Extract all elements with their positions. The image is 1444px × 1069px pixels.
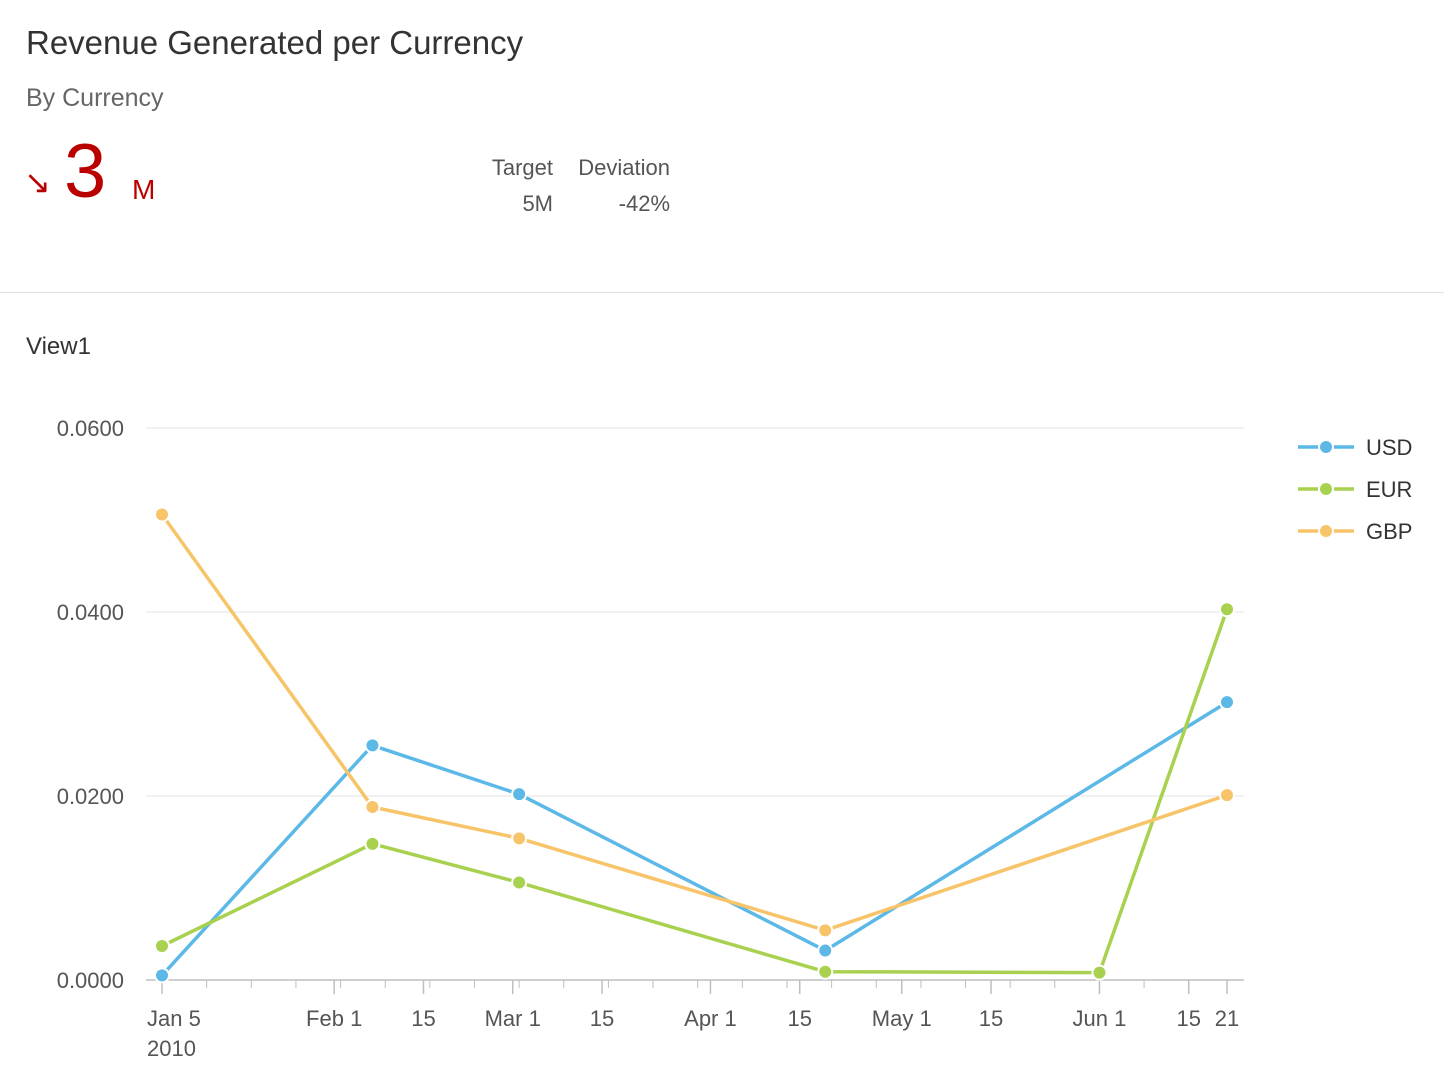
x-tick-label: 21 — [1215, 1006, 1239, 1031]
x-tick-label: 15 — [590, 1006, 614, 1031]
x-tick-label: May 1 — [872, 1006, 932, 1031]
x-tick-label: 15 — [1176, 1006, 1200, 1031]
target-label: Target — [491, 155, 553, 180]
header-divider — [0, 292, 1444, 293]
data-point-gbp — [364, 799, 381, 816]
data-point-gbp — [154, 506, 170, 523]
page-subtitle: By Currency — [26, 84, 164, 112]
kpi-header: Revenue Generated per Currency By Curren… — [0, 0, 1444, 292]
series-line-eur — [160, 607, 1229, 975]
y-tick-label: 0.0400 — [57, 600, 124, 625]
data-point-eur — [1219, 601, 1235, 618]
x-tick-label: Jun 1 — [1073, 1006, 1127, 1031]
legend-marker-usd — [1318, 439, 1334, 455]
data-point-eur — [1091, 964, 1108, 981]
view-title: View1 — [26, 333, 91, 360]
target-value: 5M — [522, 191, 553, 216]
data-point-eur — [817, 963, 834, 980]
deviation-label: Deviation — [578, 155, 670, 180]
data-point-gbp — [511, 830, 528, 847]
x-tick-label: 15 — [787, 1006, 811, 1031]
data-point-usd — [511, 786, 528, 803]
legend-marker-gbp — [1318, 523, 1334, 539]
page-title: Revenue Generated per Currency — [26, 24, 524, 61]
legend-marker-eur — [1318, 481, 1334, 497]
data-point-usd — [154, 967, 170, 984]
data-point-usd — [817, 942, 834, 959]
data-point-gbp — [817, 922, 834, 939]
x-tick-label: Apr 1 — [684, 1006, 737, 1031]
deviation-value: -42% — [618, 191, 670, 216]
y-tick-label: 0.0000 — [57, 968, 124, 993]
data-point-eur — [511, 874, 528, 891]
x-tick-label: Jan 5 — [147, 1006, 201, 1031]
data-point-eur — [154, 937, 170, 954]
x-tick-label: 15 — [411, 1006, 435, 1031]
y-tick-label: 0.0600 — [57, 416, 124, 441]
x-tick-label: 15 — [979, 1006, 1003, 1031]
data-point-eur — [364, 835, 381, 852]
x-tick-label: Mar 1 — [485, 1006, 541, 1031]
trend-down-icon: ↘ — [24, 164, 51, 200]
legend-label-gbp: GBP — [1366, 519, 1412, 544]
kpi-unit: M — [132, 174, 156, 205]
legend-label-usd: USD — [1366, 435, 1412, 460]
data-point-gbp — [1219, 787, 1235, 804]
x-tick-sublabel: 2010 — [147, 1036, 196, 1061]
x-tick-label: Feb 1 — [306, 1006, 362, 1031]
legend-label-eur: EUR — [1366, 477, 1412, 502]
data-point-usd — [364, 737, 381, 754]
data-point-usd — [1219, 694, 1235, 711]
y-tick-label: 0.0200 — [57, 784, 124, 809]
kpi-value: 3 — [64, 129, 107, 214]
